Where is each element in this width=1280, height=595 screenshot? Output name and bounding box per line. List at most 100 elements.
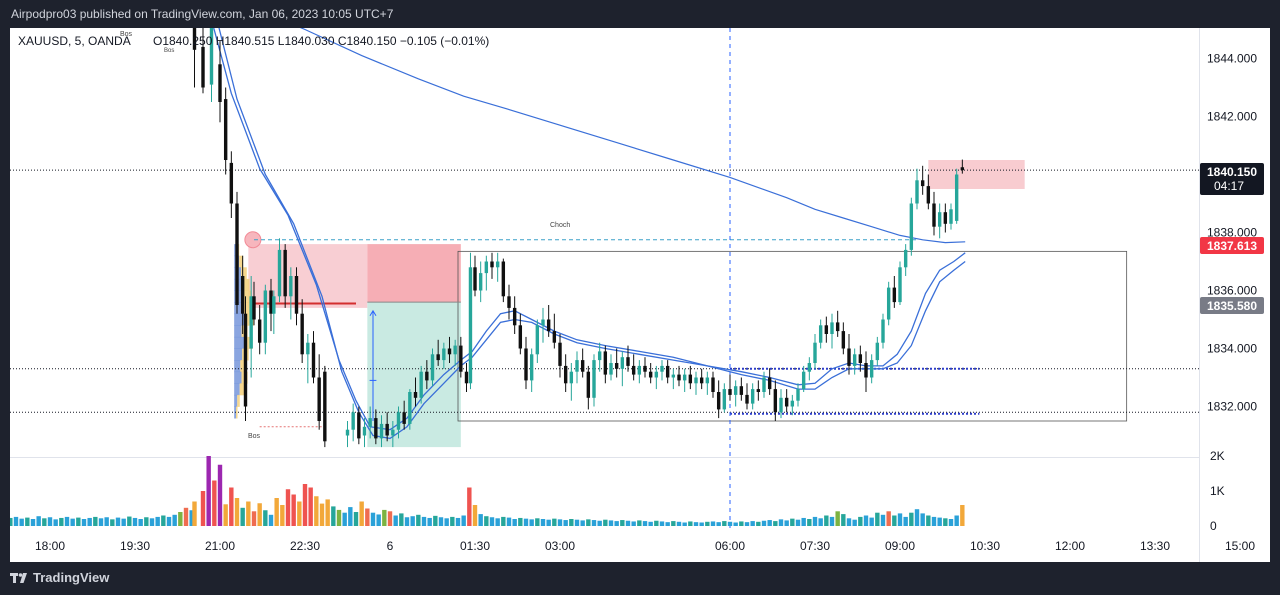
candle-body: [586, 371, 591, 398]
volume-bar: [444, 518, 449, 526]
volume-bar: [784, 520, 789, 526]
volume-bar: [574, 519, 580, 526]
profile-bar: [234, 383, 240, 396]
volume-bar: [535, 518, 540, 526]
candle: [507, 284, 511, 320]
candle-body: [824, 325, 829, 334]
time-tick-label: 09:00: [885, 539, 915, 553]
countdown-value: 04:17: [1214, 179, 1244, 193]
candle: [750, 383, 755, 410]
volume-bar: [903, 516, 908, 526]
chart-area[interactable]: XAUUSD, 5, OANDA O1840.250 H1840.515 L18…: [8, 8, 1270, 562]
candle: [323, 365, 327, 448]
candle-body: [201, 46, 205, 88]
candle-body: [546, 319, 551, 332]
candle: [954, 168, 959, 224]
candle-body: [218, 64, 222, 102]
volume-tick-label: 1K: [1210, 484, 1225, 498]
volume-bar: [705, 521, 710, 526]
volume-bar: [767, 520, 772, 526]
volume-bar: [251, 511, 257, 526]
candle: [546, 305, 551, 337]
candle-body: [402, 412, 406, 424]
time-tick-label: 12:00: [1055, 539, 1085, 553]
candle-body: [563, 365, 568, 384]
volume-bar: [518, 517, 523, 526]
candle-body: [223, 99, 228, 160]
volume-bar: [399, 513, 404, 526]
candle-body: [252, 296, 256, 320]
volume-bar: [461, 515, 466, 526]
volume-bar: [869, 517, 874, 526]
candle-body: [311, 342, 316, 378]
candle: [289, 267, 293, 320]
candle-body: [750, 389, 755, 404]
candle-body: [762, 377, 766, 392]
volume-bar: [495, 518, 500, 526]
tradingview-logo-icon: [10, 573, 27, 583]
volume-bar: [110, 519, 115, 526]
profile-bar: [234, 348, 243, 361]
candle: [300, 299, 304, 363]
volume-bar: [42, 518, 47, 526]
volume-bar: [886, 511, 891, 526]
zone-supply-left: [248, 244, 368, 308]
volume-bar: [257, 503, 262, 526]
candle: [705, 371, 710, 395]
candle: [436, 339, 440, 366]
volume-bar: [892, 515, 897, 526]
volume-bar: [807, 519, 812, 526]
candle-body: [796, 389, 800, 401]
volume-bar: [285, 489, 291, 526]
candle-body: [263, 290, 268, 343]
chart-svg[interactable]: XAUUSD, 5, OANDA O1840.250 H1840.515 L18…: [8, 8, 1270, 562]
profile-bar: [234, 371, 242, 384]
volume-bar: [926, 515, 931, 526]
candle-body: [915, 180, 919, 204]
volume-bar: [59, 517, 64, 526]
profile-bar: [237, 394, 240, 407]
bos-label-top: Bos: [120, 31, 133, 38]
volume-bar: [192, 501, 197, 526]
candle-body: [784, 397, 789, 407]
volume-bar: [614, 521, 619, 526]
candle: [648, 363, 653, 384]
candle-body: [569, 371, 574, 384]
candle: [665, 360, 670, 384]
time-tick-label: 13:30: [1140, 539, 1170, 553]
volume-bar: [841, 514, 846, 526]
volume-bar: [778, 519, 784, 526]
candle: [529, 348, 534, 392]
volume-bar: [336, 509, 342, 526]
volume-bar: [274, 498, 279, 526]
candle-body: [478, 273, 483, 291]
candle: [864, 351, 868, 392]
volume-bar: [25, 517, 30, 526]
last-price-value: 1840.150: [1207, 165, 1257, 179]
candle-body: [926, 186, 931, 204]
candle-body: [943, 212, 948, 224]
red-price-value: 1837.613: [1207, 239, 1257, 253]
volume-bar: [365, 508, 370, 526]
candle: [745, 383, 749, 410]
volume-bar: [178, 512, 183, 526]
volume-bar: [563, 520, 568, 526]
profile-bar: [239, 383, 245, 396]
candle: [592, 354, 596, 407]
candle-body: [892, 287, 897, 303]
candle: [875, 336, 880, 366]
time-tick-label: 18:00: [35, 539, 65, 553]
candle: [419, 365, 423, 404]
candle-body: [385, 423, 389, 436]
candle: [739, 377, 744, 401]
bos-label-bottom: Bos: [248, 433, 261, 440]
grey-price-value: 1835.580: [1207, 299, 1257, 313]
volume-bar: [325, 499, 330, 526]
price-tick-label: 1844.000: [1207, 52, 1257, 66]
candle-body: [875, 342, 880, 361]
candle: [478, 261, 483, 303]
candle-body: [368, 418, 372, 427]
bos-label-small: Bos: [164, 48, 174, 54]
volume-tick-label: 2K: [1210, 449, 1225, 463]
candle-body: [294, 276, 299, 314]
